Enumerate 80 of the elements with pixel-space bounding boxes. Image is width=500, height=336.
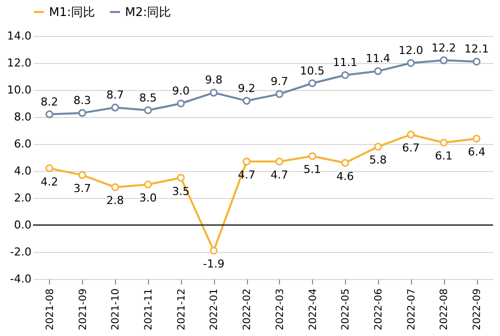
data-label: 11.1 bbox=[332, 56, 358, 70]
y-tick-label: 0.0 bbox=[14, 218, 32, 232]
point bbox=[406, 130, 415, 138]
data-label: 9.8 bbox=[204, 74, 222, 87]
point bbox=[341, 158, 350, 167]
point bbox=[308, 79, 316, 88]
point bbox=[406, 59, 415, 67]
point bbox=[210, 246, 218, 255]
y-tick-label: 10.0 bbox=[7, 84, 32, 96]
data-label: 8.5 bbox=[139, 91, 157, 104]
point bbox=[440, 56, 448, 64]
data-label: 6.1 bbox=[434, 150, 452, 163]
x-tick-label: 2022-02 bbox=[242, 288, 254, 330]
data-label: 8.7 bbox=[106, 88, 124, 102]
point bbox=[341, 71, 350, 80]
data-label: 4.7 bbox=[270, 168, 288, 182]
point bbox=[111, 183, 120, 192]
x-tick-label: 2021-09 bbox=[78, 288, 89, 330]
point bbox=[374, 67, 382, 76]
x-tick-label: 2022-07 bbox=[406, 288, 418, 330]
data-label: 10.5 bbox=[300, 64, 325, 78]
data-label: 6.7 bbox=[402, 142, 420, 155]
x-tick-label: 2021-10 bbox=[110, 288, 122, 330]
data-label: 12.2 bbox=[431, 41, 456, 54]
x-tick-label: 2022-06 bbox=[374, 288, 384, 330]
x-tick-label: 2021-08 bbox=[44, 288, 56, 330]
data-label: 5.8 bbox=[369, 154, 387, 167]
x-tick-label: 2022-08 bbox=[439, 288, 450, 330]
x-tick-label: 2022-01 bbox=[209, 288, 220, 330]
point bbox=[308, 152, 316, 160]
data-label: 5.1 bbox=[304, 163, 322, 176]
point bbox=[440, 138, 448, 147]
point bbox=[374, 142, 382, 151]
x-tick-label: 2022-04 bbox=[308, 288, 319, 330]
data-label: 2.8 bbox=[106, 194, 124, 208]
data-label: 9.2 bbox=[238, 82, 256, 95]
data-label: 12.0 bbox=[398, 44, 424, 57]
x-tick-label: 2021-12 bbox=[176, 288, 188, 330]
data-label: 9.0 bbox=[172, 84, 190, 98]
y-tick-label: 2.0 bbox=[14, 192, 32, 204]
point bbox=[276, 90, 284, 98]
point bbox=[144, 106, 152, 114]
point bbox=[472, 134, 480, 143]
data-label: 9.7 bbox=[270, 75, 288, 88]
data-label: 8.2 bbox=[40, 95, 58, 108]
point bbox=[78, 171, 86, 179]
point bbox=[472, 58, 480, 66]
data-label: 3.0 bbox=[139, 192, 157, 204]
point bbox=[78, 109, 86, 117]
legend-label: M2:同比 bbox=[125, 5, 172, 19]
data-label: 11.4 bbox=[366, 52, 390, 66]
data-label: 4.2 bbox=[40, 175, 58, 188]
x-tick-label: 2022-05 bbox=[340, 288, 352, 330]
y-tick-label: -2.0 bbox=[10, 246, 32, 258]
x-tick-label: 2022-09 bbox=[472, 288, 484, 330]
point bbox=[210, 88, 218, 97]
data-label: 6.4 bbox=[468, 146, 486, 159]
point bbox=[46, 164, 54, 172]
x-tick-label: 2022-03 bbox=[274, 288, 286, 330]
point bbox=[144, 180, 152, 188]
y-tick-label: 4.0 bbox=[14, 164, 32, 178]
point bbox=[176, 100, 185, 108]
legend-label: M1:同比 bbox=[49, 5, 96, 19]
y-tick-label: -4.0 bbox=[10, 272, 32, 286]
y-tick-label: 8.0 bbox=[14, 110, 32, 124]
data-label: -1.9 bbox=[202, 258, 224, 271]
y-tick-label: 12.0 bbox=[7, 56, 32, 70]
y-tick-label: 14.0 bbox=[7, 30, 32, 42]
y-tick-label: 6.0 bbox=[14, 138, 32, 150]
point bbox=[242, 96, 250, 105]
point bbox=[242, 158, 250, 166]
data-label: 3.7 bbox=[74, 182, 92, 196]
data-label: 4.6 bbox=[336, 170, 354, 183]
data-label: 12.1 bbox=[464, 42, 489, 56]
point bbox=[46, 110, 54, 118]
data-label: 8.3 bbox=[74, 94, 92, 107]
x-tick-label: 2021-11 bbox=[144, 288, 154, 330]
point bbox=[111, 104, 120, 112]
point bbox=[276, 158, 284, 166]
point bbox=[176, 174, 185, 182]
